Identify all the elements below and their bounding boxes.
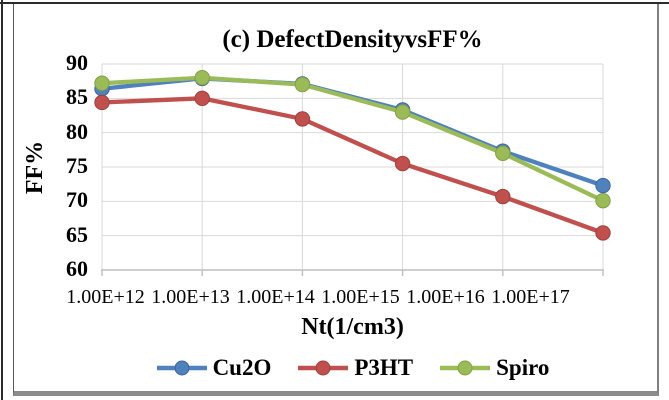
chart-frame [13,4,659,396]
y-axis-title: FF% [14,122,58,212]
series-line-P3HT [99,96,606,236]
y-tick-label: 75 [66,153,88,178]
y-axis-title-text: FF% [22,140,49,194]
y-tick-label: 80 [66,118,88,144]
data-marker-Spiro [495,145,511,161]
data-marker-Spiro [194,70,210,86]
data-marker-P3HT [94,94,110,111]
data-marker-Spiro [595,192,611,209]
x-tick-label: 1.00E+15 [321,286,400,308]
x-tick-label: 1.00E+14 [236,286,315,308]
data-marker-Spiro [94,75,110,91]
series-line-Spiro [99,75,606,203]
legend-label: Spiro [496,355,550,380]
data-marker-Spiro [394,104,411,120]
legend-label: P3HT [354,355,414,380]
x-tick-label: 1.00E+17 [491,286,570,308]
legend-swatch-icon [298,360,349,376]
data-marker-P3HT [595,225,611,241]
data-marker-Spiro [294,76,311,93]
data-marker-P3HT [495,188,511,205]
legend-item-Spiro: Spiro [439,355,549,381]
x-tick-label: 1.00E+16 [406,286,485,308]
legend-item-Cu2O: Cu2O [156,355,272,381]
y-tick-label: 90 [66,50,88,75]
x-tick-label: 1.00E+13 [151,286,230,308]
y-tick-label: 60 [66,256,88,281]
y-tick-label: 85 [66,84,88,110]
legend-item-P3HT: P3HT [297,355,413,381]
legend-label: Cu2O [212,355,272,380]
x-tick-label: 1.00E+12 [66,286,145,308]
data-marker-P3HT [294,111,311,127]
data-marker-Cu2O [595,177,611,194]
outer-border-top [0,2,669,4]
y-tick-label: 65 [66,221,88,247]
legend-swatch-icon [156,360,207,376]
data-marker-P3HT [394,155,411,172]
x-axis-tick-labels: 1.00E+12 1.00E+13 1.00E+14 1.00E+15 1.00E+16… [63,286,573,309]
data-marker-P3HT [194,90,210,107]
y-tick-label: 70 [66,187,88,213]
x-axis-title: Nt(1/cm3) [301,314,404,340]
chart-legend: Cu2O P3HT Spiro [92,355,613,381]
legend-swatch-icon [440,360,491,376]
series-line-Cu2O [99,76,606,188]
chart-title: (c) DefectDensityvsFF% [222,26,483,53]
outer-border-left [1,0,3,400]
